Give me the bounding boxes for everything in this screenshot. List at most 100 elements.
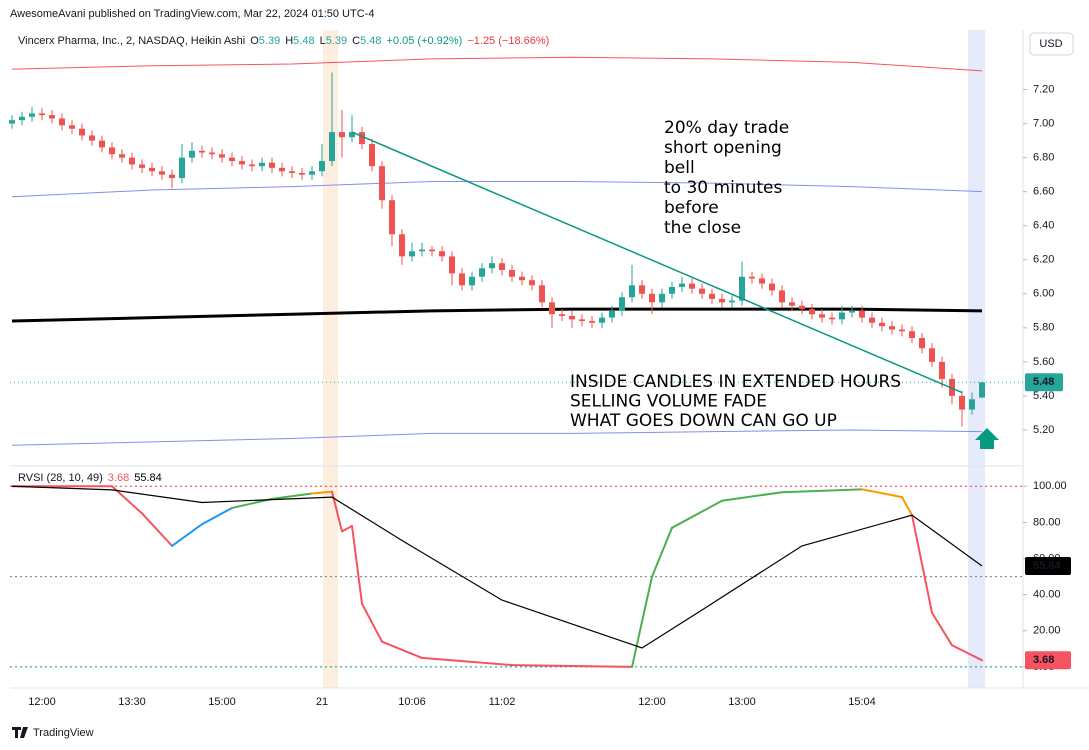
x-tick-label: 11:02 xyxy=(489,696,516,708)
candle-body xyxy=(449,256,455,274)
y-tick-label: 20.00 xyxy=(1033,625,1061,637)
candle-body xyxy=(759,278,765,284)
x-tick-label: 10:06 xyxy=(398,696,426,708)
y-tick-label: 5.60 xyxy=(1033,356,1054,368)
candle-body xyxy=(529,280,535,286)
candle-body xyxy=(269,162,275,168)
annotation: to 30 minutes xyxy=(664,178,782,198)
trend-line xyxy=(351,131,963,394)
x-tick-label: 15:04 xyxy=(848,696,876,708)
candle-body xyxy=(109,147,115,155)
candle-body xyxy=(549,302,555,315)
band-line xyxy=(11,307,983,323)
candle-body xyxy=(499,263,505,270)
candle-body xyxy=(679,283,685,287)
candle-body xyxy=(899,329,905,332)
header: AwesomeAvani published on TradingView.co… xyxy=(10,8,374,20)
ohlc-item: O5.39 xyxy=(250,35,280,47)
candle-body xyxy=(439,251,445,257)
candle-body xyxy=(739,276,745,301)
rvsi-segment xyxy=(671,499,723,529)
candle-body xyxy=(319,161,325,172)
candle-body xyxy=(719,298,725,303)
candle-body xyxy=(169,174,175,179)
candle-body xyxy=(909,331,915,339)
currency-button[interactable] xyxy=(1029,32,1074,56)
candle-body xyxy=(519,276,525,281)
rvsi-segment xyxy=(901,496,913,517)
indicator-title: RVSI (28, 10, 49) xyxy=(18,472,103,484)
candle-body xyxy=(249,164,255,167)
candle-body xyxy=(119,154,125,158)
candle-body xyxy=(339,132,345,138)
candle-body xyxy=(969,399,975,410)
ohlc-key: H xyxy=(285,35,294,47)
candle-body xyxy=(629,285,635,298)
candle-body xyxy=(959,395,965,410)
y-tick-label: 100.00 xyxy=(1033,480,1067,492)
rvsi-segment xyxy=(631,575,653,668)
rvsi-segment xyxy=(951,644,983,662)
candle-body xyxy=(669,286,675,294)
candle-body xyxy=(199,150,205,153)
candle-body xyxy=(849,310,855,313)
candle-body xyxy=(859,310,865,318)
ohlc-value: 5.48 xyxy=(293,35,315,47)
candle-body xyxy=(869,317,875,323)
candle-body xyxy=(939,361,945,379)
rvsi-segment xyxy=(421,656,513,667)
price-label: 5.48 xyxy=(1033,376,1054,388)
annotation: WHAT GOES DOWN CAN GO UP xyxy=(570,411,837,431)
y-tick-label: 6.60 xyxy=(1033,186,1054,198)
value-label: 55.84 xyxy=(1033,560,1061,572)
currency[interactable]: USD xyxy=(1039,38,1062,50)
candle-body xyxy=(469,276,475,286)
candle-body xyxy=(309,171,315,175)
candle-body xyxy=(649,293,655,303)
footer: TradingView xyxy=(33,727,94,739)
y-tick-label: 6.80 xyxy=(1033,152,1054,164)
candle-body xyxy=(509,269,515,277)
indicator-value: 3.68 xyxy=(107,472,130,484)
candle-body xyxy=(659,293,665,303)
candle-body xyxy=(39,113,45,116)
y-tick-label: 80.00 xyxy=(1033,516,1061,528)
rvsi-segment xyxy=(271,492,313,500)
ohlc-value: 5.39 xyxy=(325,35,348,47)
x-tick-label: 15:00 xyxy=(208,696,236,708)
candle-body xyxy=(889,326,895,330)
candle-body xyxy=(709,293,715,299)
candle-body xyxy=(829,317,835,320)
candle-body xyxy=(559,314,565,316)
candle-body xyxy=(59,118,65,126)
price-label-box xyxy=(1025,373,1063,392)
candle-body xyxy=(9,120,15,124)
candle-body xyxy=(359,132,365,145)
candle-body xyxy=(429,249,435,252)
candle-body xyxy=(639,285,645,294)
y-tick-label: 7.20 xyxy=(1033,83,1054,95)
candle-body xyxy=(919,338,925,349)
annotation: 20% day trade xyxy=(664,118,789,138)
change: +0.05 (+0.92%) xyxy=(386,35,463,47)
candle-body xyxy=(539,285,545,303)
ohlc-item: L5.39 xyxy=(320,35,348,47)
candle-body xyxy=(349,132,355,138)
rvsi-segment xyxy=(361,602,383,643)
rvsi-segment xyxy=(381,640,423,659)
candle-body xyxy=(189,150,195,158)
candle-body xyxy=(479,268,485,277)
candle-body xyxy=(419,249,425,252)
rvsi-segment xyxy=(931,611,953,647)
candle-body xyxy=(179,157,185,179)
legend: RVSI (28, 10, 49) 3.68 55.84 xyxy=(18,472,167,484)
y-tick-label: 7.00 xyxy=(1033,118,1054,130)
annotation: the close xyxy=(664,218,741,238)
symbol: Vincerx Pharma, Inc., 2, NASDAQ, Heikin … xyxy=(18,35,246,47)
rvsi-segment xyxy=(651,526,673,578)
candle-body xyxy=(279,167,285,172)
band-line xyxy=(11,56,983,72)
candle-body xyxy=(769,283,775,291)
candle-body xyxy=(459,273,465,286)
